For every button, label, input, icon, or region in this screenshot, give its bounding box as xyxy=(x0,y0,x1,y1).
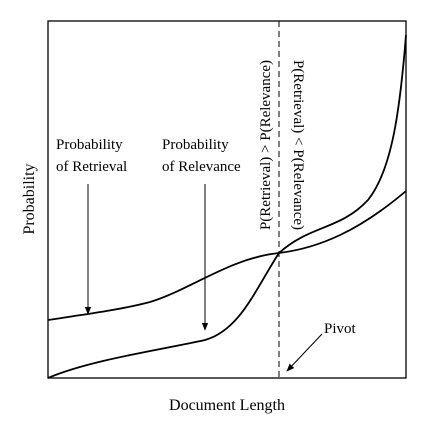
retrieval-label-line2: of Retrieval xyxy=(56,159,127,175)
relevance-label-line2: of Relevance xyxy=(162,159,241,175)
x-axis-label: Document Length xyxy=(169,397,285,414)
pivot-arrow xyxy=(286,333,323,372)
series-line-retrieval xyxy=(47,190,407,321)
retrieval-label-line1: Probability xyxy=(56,137,123,153)
left-region-annotation: P(Retrieval) > P(Relevance) xyxy=(258,60,274,230)
series-line-relevance xyxy=(47,34,407,379)
pivot-label: Pivot xyxy=(324,321,357,337)
plot-frame xyxy=(47,20,407,379)
right-region-annotation: P(Retrieval) < P(Relevance) xyxy=(290,60,306,230)
y-axis-label: Probability xyxy=(21,163,38,234)
relevance-label-line1: Probability xyxy=(162,137,229,153)
